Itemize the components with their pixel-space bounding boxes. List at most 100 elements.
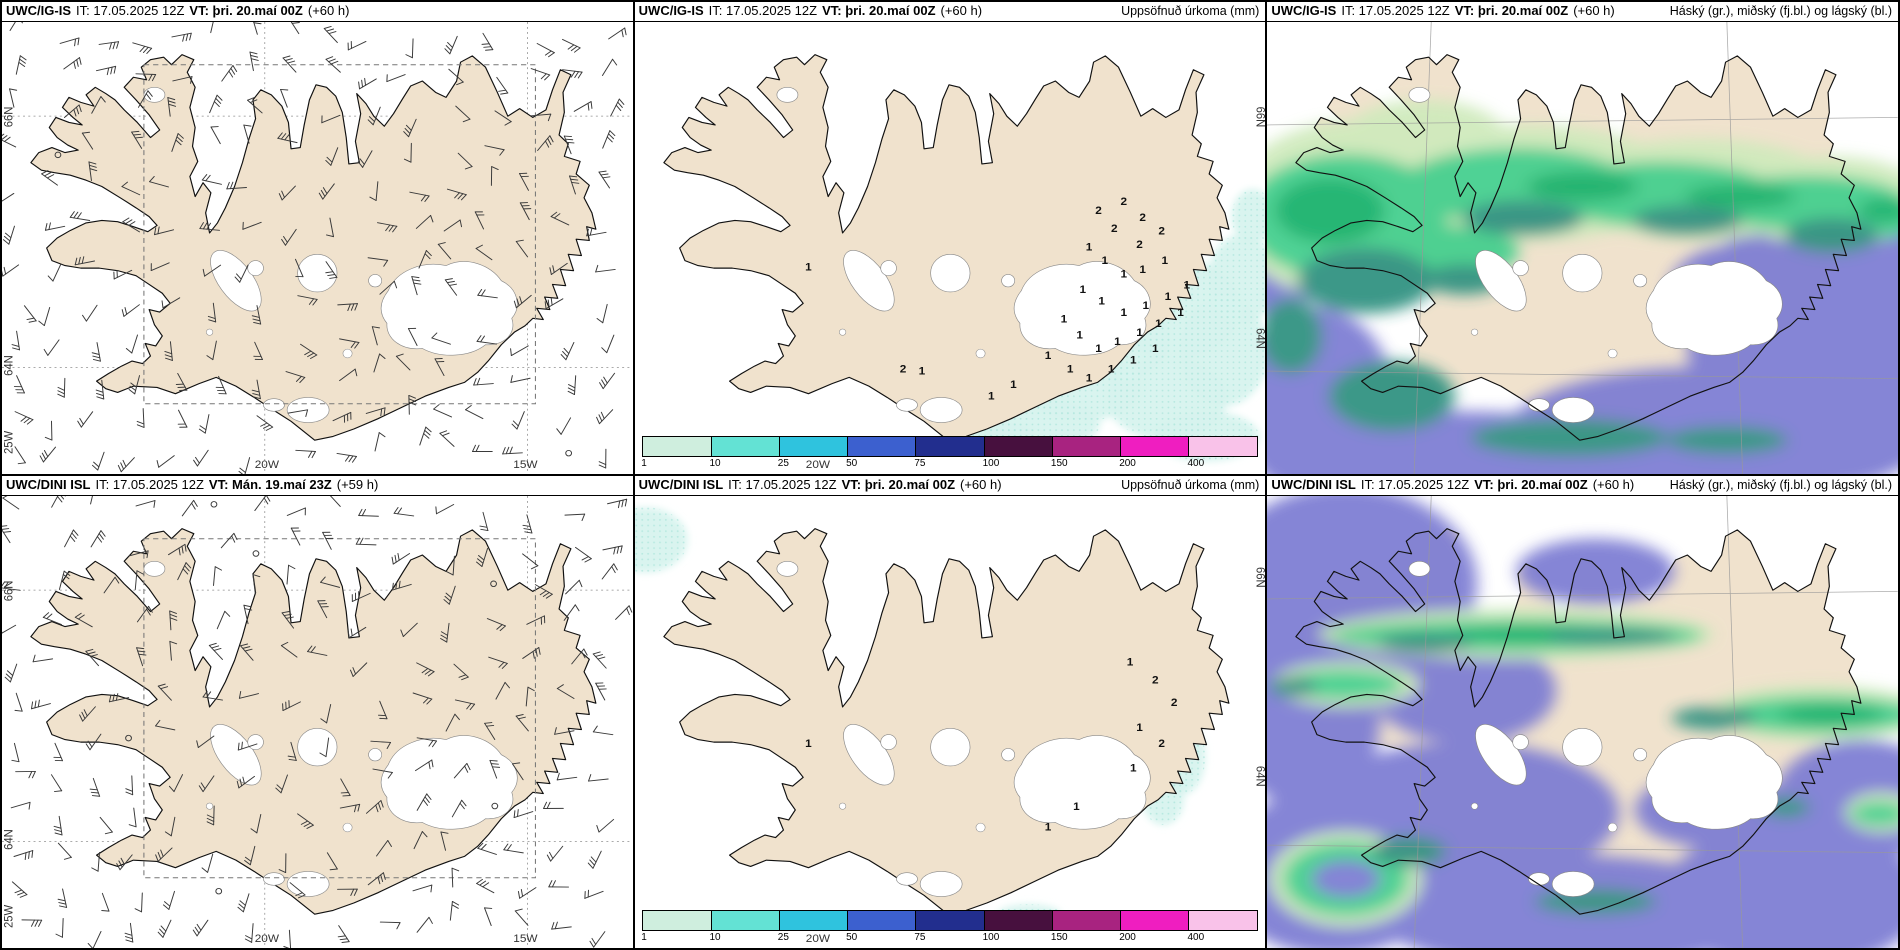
- svg-text:1: 1: [918, 366, 925, 378]
- colorbar-tick-label: 400: [1187, 458, 1205, 469]
- svg-text:2: 2: [1158, 226, 1165, 238]
- weather-map-wind: 66N 64N 25W 20W 15W: [2, 20, 633, 474]
- svg-text:20W: 20W: [255, 933, 279, 945]
- colorbar-segment: 1: [641, 437, 712, 469]
- weather-map-cloud: [1267, 20, 1898, 474]
- coastline: [1295, 528, 1862, 915]
- panel-title: UWC/IG-IS IT: 17.05.2025 12Z VT: þri. 20.m…: [2, 2, 633, 21]
- glaciers-layer: [776, 86, 1151, 423]
- svg-text:1: 1: [1120, 269, 1127, 281]
- panel-wind-dini: UWC/DINI ISL IT: 17.05.2025 12Z VT: Mán. 1…: [2, 476, 633, 948]
- colorbar-tick-label: 150: [1050, 458, 1068, 469]
- svg-text:1: 1: [1183, 280, 1190, 292]
- init-time-label: IT: 17.05.2025 12Z: [728, 477, 837, 492]
- colorbar-segment: 200: [1119, 911, 1190, 943]
- colorbar-segment: 1: [641, 911, 712, 943]
- colorbar-segment: 10: [710, 911, 780, 943]
- title-left: UWC/DINI ISL IT: 17.05.2025 12Z VT: þri. 2…: [639, 477, 1007, 493]
- lead-time-label: (+60 h): [307, 3, 350, 18]
- panel-precip-igis: UWC/IG-IS IT: 17.05.2025 12Z VT: þri. 20.m…: [634, 2, 1266, 474]
- colorbar-tick-label: 200: [1119, 458, 1136, 469]
- svg-text:2: 2: [899, 363, 906, 375]
- title-left: UWC/IG-IS IT: 17.05.2025 12Z VT: þri. 20.m…: [6, 3, 354, 19]
- svg-text:1: 1: [1085, 373, 1092, 385]
- svg-text:1: 1: [1101, 255, 1108, 267]
- svg-text:2: 2: [1120, 196, 1127, 208]
- svg-text:20W: 20W: [805, 933, 829, 945]
- svg-text:1: 1: [1114, 336, 1121, 348]
- colorbar-tick-label: 75: [914, 458, 926, 469]
- svg-text:1: 1: [1010, 379, 1017, 391]
- colorbar-segment: 10: [710, 437, 780, 469]
- map-canvas: [1267, 21, 1898, 474]
- svg-text:66N: 66N: [3, 107, 15, 128]
- colorbar-segment: 100: [983, 437, 1053, 469]
- svg-text:1: 1: [805, 738, 812, 750]
- svg-text:1: 1: [1139, 264, 1146, 276]
- colorbar-tick-label: 150: [1050, 932, 1068, 943]
- coastline: [1295, 54, 1862, 441]
- svg-text:64N: 64N: [3, 355, 15, 376]
- title-left: UWC/DINI ISL IT: 17.05.2025 12Z VT: Mán. 1…: [6, 477, 383, 493]
- colorbar-tick-label: 50: [846, 932, 858, 943]
- panel-title: UWC/IG-IS IT: 17.05.2025 12Z VT: þri. 20.m…: [634, 2, 1266, 21]
- map-canvas: 66N 64N 25W 20W 15W: [2, 495, 633, 948]
- lead-time-label: (+59 h): [336, 477, 379, 492]
- panel-title: UWC/DINI ISL IT: 17.05.2025 12Z VT: þri. 2…: [634, 476, 1266, 495]
- colorbar-segment: 25: [778, 437, 849, 469]
- svg-text:64N: 64N: [3, 829, 15, 850]
- model-label: UWC/IG-IS: [6, 3, 71, 18]
- svg-text:2: 2: [1095, 205, 1102, 217]
- weather-map-precip: 1 2 2 1 2 1 1 1 1 66N 64N 20W 1 10 25 50 75 100 150 200 400: [634, 494, 1266, 948]
- init-time-label: IT: 17.05.2025 12Z: [1341, 3, 1450, 18]
- svg-text:1: 1: [1095, 343, 1102, 355]
- weather-map-wind: 66N 64N 25W 20W 15W: [2, 494, 633, 948]
- colorbar-tick-label: 1: [641, 458, 647, 469]
- svg-text:1: 1: [1136, 722, 1143, 734]
- svg-text:66N: 66N: [1253, 107, 1265, 128]
- glaciers-layer: [143, 86, 518, 423]
- colorbar-tick-label: 50: [846, 458, 858, 469]
- colorbar-tick-label: 200: [1119, 932, 1136, 943]
- wind-barbs-layer: [2, 21, 627, 474]
- svg-text:25W: 25W: [3, 431, 15, 454]
- svg-text:1: 1: [1085, 241, 1092, 253]
- svg-text:1: 1: [805, 262, 812, 274]
- svg-text:64N: 64N: [1253, 766, 1265, 787]
- colorbar-segment: 200: [1119, 437, 1190, 469]
- svg-text:2: 2: [1136, 239, 1143, 251]
- svg-text:1: 1: [1079, 284, 1086, 296]
- cloud-field-layer: [1267, 99, 1898, 474]
- map-canvas: [1267, 495, 1898, 948]
- colorbar-segment: 50: [846, 437, 917, 469]
- valid-time-label: VT: þri. 20.maí 00Z: [822, 3, 936, 18]
- glaciers-layer: [1408, 560, 1783, 897]
- weather-map-cloud: [1267, 494, 1898, 948]
- svg-text:1: 1: [1060, 314, 1067, 326]
- svg-text:66N: 66N: [1253, 567, 1265, 588]
- svg-text:2: 2: [1158, 738, 1165, 750]
- field-label: Uppsöfnuð úrkoma (mm): [1121, 4, 1260, 19]
- graticule-lines: [1267, 495, 1898, 948]
- init-time-label: IT: 17.05.2025 12Z: [95, 477, 204, 492]
- svg-text:1: 1: [1161, 255, 1168, 267]
- graticule-labels: 66N 64N 25W 20W 15W: [3, 107, 537, 471]
- colorbar-tick-label: 10: [709, 932, 721, 943]
- svg-text:1: 1: [1073, 801, 1080, 813]
- svg-text:1: 1: [1130, 763, 1137, 775]
- colorbar-segment: 75: [914, 911, 985, 943]
- svg-text:1: 1: [988, 391, 995, 403]
- svg-text:20W: 20W: [805, 459, 829, 471]
- lead-time-label: (+60 h): [960, 477, 1002, 492]
- colorbar-tick-label: 1: [641, 932, 647, 943]
- colorbar-tick-label: 100: [982, 932, 1000, 943]
- svg-text:1: 1: [1136, 327, 1143, 339]
- lead-time-label: (+60 h): [1592, 477, 1635, 492]
- colorbar-segment: 75: [914, 437, 985, 469]
- title-left: UWC/DINI ISL IT: 17.05.2025 12Z VT: þri. 2…: [1271, 477, 1639, 493]
- title-left: UWC/IG-IS IT: 17.05.2025 12Z VT: þri. 20.m…: [1271, 3, 1619, 19]
- init-time-label: IT: 17.05.2025 12Z: [1360, 477, 1470, 492]
